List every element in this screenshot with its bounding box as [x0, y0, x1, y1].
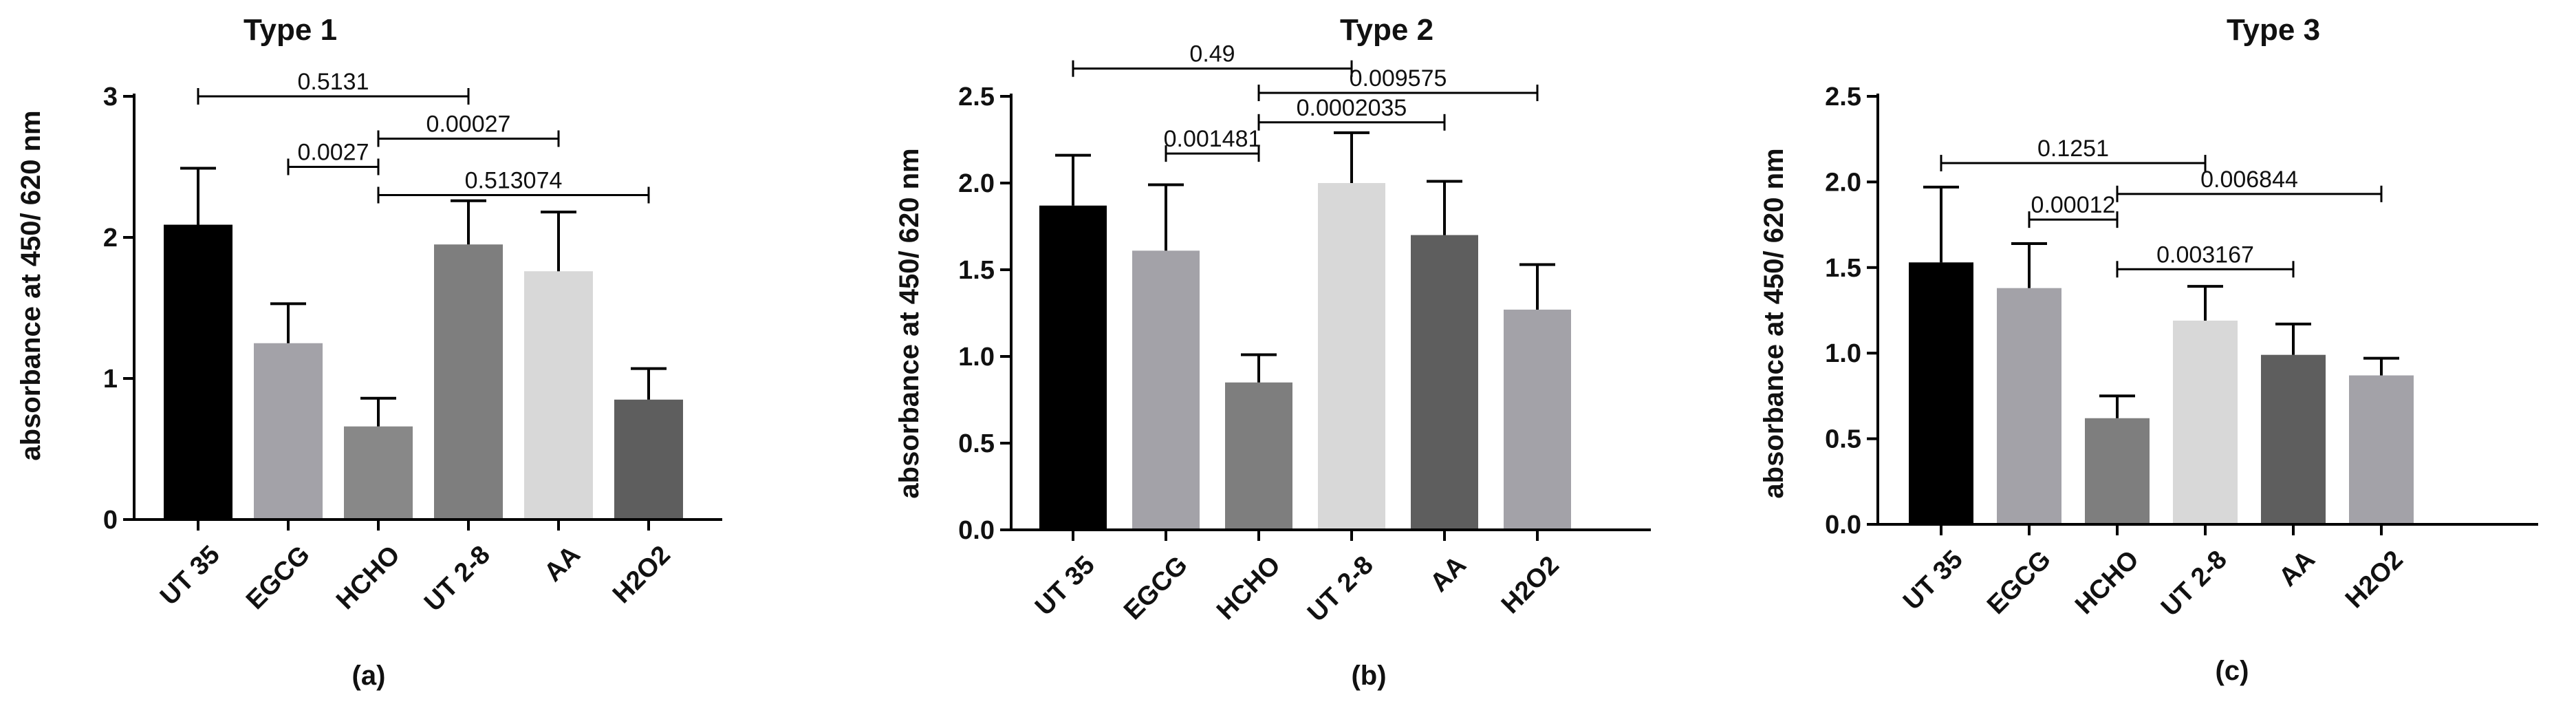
y-tick-label: 2.0 [958, 169, 995, 198]
bar [1997, 288, 2061, 524]
x-tick-label: UT 35 [1898, 545, 1969, 616]
x-tick-label: EGCG [1118, 550, 1193, 625]
y-tick-label: 1.0 [958, 343, 995, 372]
y-tick-label: 0.0 [958, 516, 995, 545]
x-tick-label: EGCG [241, 540, 316, 615]
p-value-label: 0.00012 [2031, 192, 2116, 218]
y-tick-label: 2.5 [1825, 83, 1861, 111]
y-tick-label: 3 [103, 83, 118, 111]
x-tick-label: EGCG [1982, 545, 2057, 620]
bar [434, 244, 503, 520]
y-tick-label: 0.0 [1825, 511, 1861, 539]
bar [2085, 418, 2150, 524]
panel-type-3: Type 3 absorbance at 450/ 620 nm (c) 0.0… [1759, 13, 2538, 686]
panel-type-2: Type 2 absorbance at 450/ 620 nm (b) 0.0… [894, 13, 1651, 691]
chart-title: Type 3 [2227, 13, 2320, 47]
panel-caption: (a) [352, 661, 386, 691]
y-tick-label: 0 [103, 506, 118, 535]
panel-type-1: Type 1 absorbance at 450/ 620 nm (a) 0 1 2… [16, 13, 722, 691]
x-tick-label: HCHO [2070, 545, 2145, 620]
p-value-label: 0.003167 [2156, 242, 2254, 268]
bar [164, 224, 232, 520]
y-tick-label: 1.5 [1825, 254, 1861, 283]
y-tick-label: 2.5 [958, 83, 995, 111]
p-value-label: 0.001481 [1164, 126, 1262, 152]
bar [254, 343, 323, 520]
p-value-label: 0.513074 [465, 168, 563, 194]
x-tick-label: HCHO [1211, 550, 1286, 625]
y-tick-label: 0.5 [958, 429, 995, 458]
bar [614, 399, 683, 520]
x-tick-label: UT 2-8 [2156, 545, 2233, 622]
x-tick-label: HCHO [331, 540, 406, 615]
bar [1504, 309, 1571, 530]
p-value-label: 0.1251 [2037, 136, 2109, 162]
y-tick-label: 1.5 [958, 256, 995, 285]
p-value-label: 0.0027 [298, 140, 369, 166]
bar [2261, 354, 2326, 524]
bar [1909, 262, 1973, 524]
y-axis-label: absorbance at 450/ 620 nm [16, 110, 46, 460]
x-tick-label: UT 2-8 [419, 540, 496, 617]
bar [524, 271, 593, 520]
panel-caption: (b) [1351, 661, 1386, 691]
panel-caption: (c) [2216, 656, 2249, 686]
x-tick-label: AA [1425, 550, 1472, 598]
x-tick-label: H2O2 [2340, 545, 2409, 614]
p-value-label: 0.5131 [298, 69, 369, 95]
y-axis-label: absorbance at 450/ 620 nm [1759, 148, 1789, 498]
chart-title: Type 1 [243, 13, 337, 47]
y-tick-label: 2 [103, 224, 118, 253]
bar [1411, 235, 1478, 530]
x-tick-label: H2O2 [1496, 550, 1565, 619]
bar [1225, 382, 1292, 530]
bar [2173, 320, 2238, 524]
x-tick-label: UT 35 [155, 540, 226, 611]
y-tick-label: 0.5 [1825, 425, 1861, 454]
x-tick-label: H2O2 [607, 540, 676, 609]
y-axis-label: absorbance at 450/ 620 nm [894, 148, 924, 498]
p-value-label: 0.0002035 [1297, 95, 1407, 121]
bar [2349, 375, 2414, 524]
y-tick-label: 1 [103, 365, 118, 394]
p-value-label: 0.49 [1189, 41, 1235, 67]
chart-title: Type 2 [1340, 13, 1433, 47]
x-tick-label: AA [539, 540, 586, 588]
bar [1132, 250, 1200, 530]
x-tick-label: AA [2273, 545, 2321, 592]
bar [1039, 205, 1107, 530]
y-tick-label: 2.0 [1825, 168, 1861, 197]
x-tick-label: UT 2-8 [1302, 550, 1379, 628]
p-value-label: 0.009575 [1350, 65, 1447, 92]
bar [344, 426, 413, 520]
x-tick-label: UT 35 [1030, 550, 1101, 621]
p-value-label: 0.00027 [426, 111, 511, 138]
bar [1318, 183, 1385, 530]
p-value-label: 0.006844 [2200, 167, 2298, 193]
y-tick-label: 1.0 [1825, 339, 1861, 368]
